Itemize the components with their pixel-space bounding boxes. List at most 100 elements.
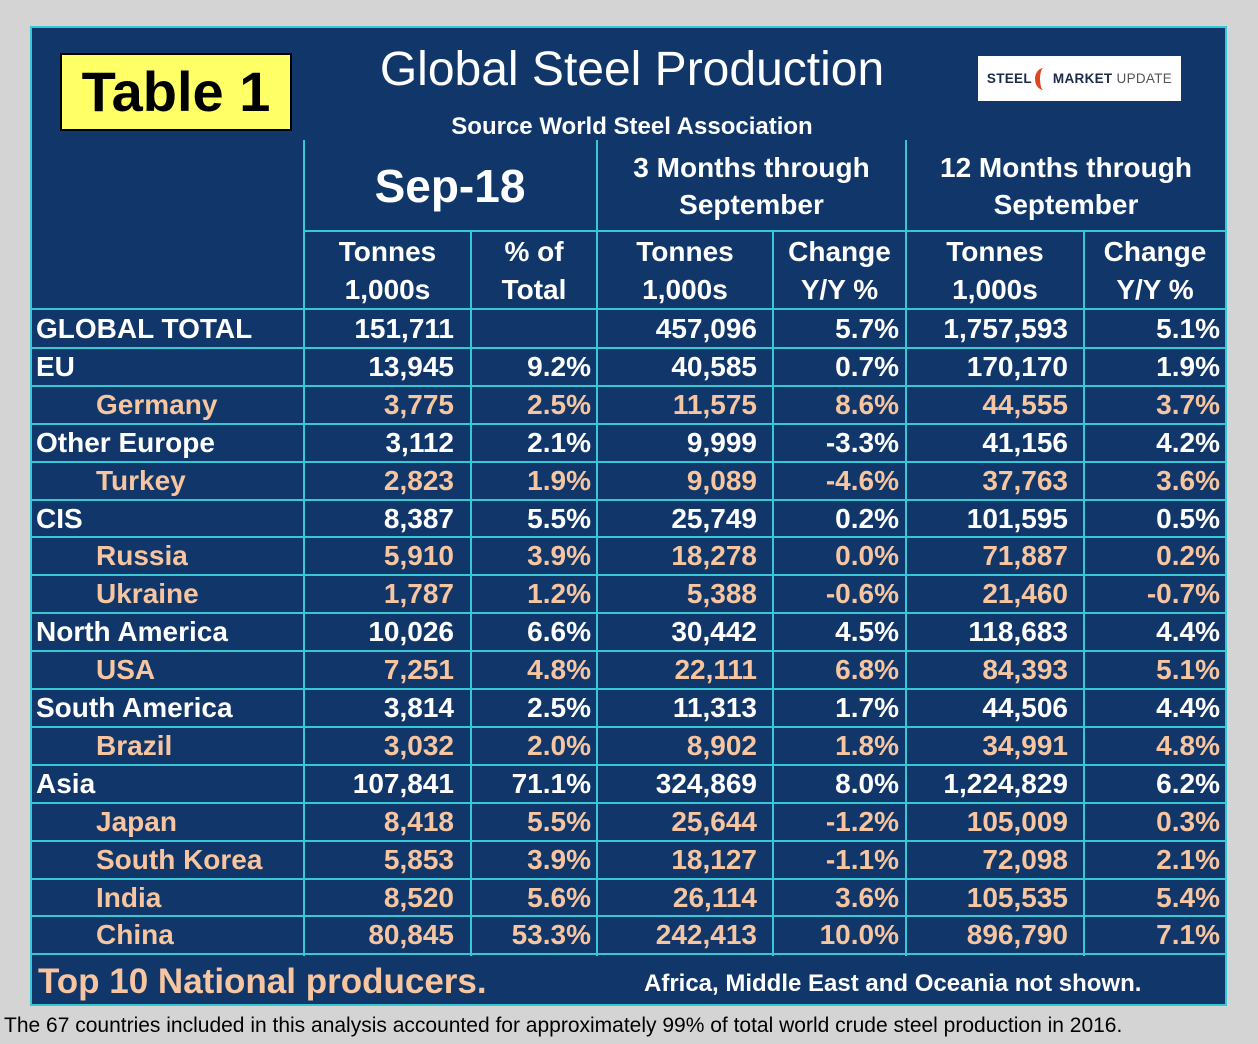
cell-label: USA (96, 654, 156, 686)
cell-m12-tonnes: 44,555 (982, 388, 1068, 420)
cell-m3-change: 1.8% (835, 729, 899, 761)
col-header-3m-change-1: Change (788, 236, 891, 267)
cell-m12-tonnes: 1,224,829 (943, 767, 1068, 799)
table-badge: Table 1 (60, 53, 292, 131)
cell-sep-tonnes: 3,112 (385, 426, 454, 458)
col-header-12m-change-1: Change (1103, 236, 1207, 267)
row-separator (32, 460, 1225, 463)
cell-m12-change: 5.1% (1156, 654, 1220, 686)
cell-m12-tonnes: 105,535 (966, 881, 1068, 913)
cell-sep-pct: 5.5% (527, 502, 591, 534)
cell-m3-tonnes: 5,388 (686, 578, 757, 610)
row-separator (32, 915, 1225, 918)
cell-sep-pct: 9.2% (527, 350, 591, 382)
cell-sep-tonnes: 8,520 (383, 881, 454, 913)
header-3-months-line1: 3 Months through (633, 152, 870, 183)
col-header-12m-tonnes-1: Tonnes (946, 236, 1044, 267)
cell-sep-tonnes: 5,853 (383, 843, 454, 875)
cell-m3-change: 5.7% (835, 313, 899, 344)
cell-sep-tonnes: 3,775 (383, 388, 454, 420)
col-header-sep-tonnes-1: Tonnes (338, 236, 437, 267)
row-separator (32, 763, 1225, 766)
cell-sep-pct: 1.9% (527, 464, 591, 496)
cell-sep-pct: 2.0% (527, 729, 591, 761)
cell-m3-change: -0.6% (825, 578, 899, 610)
cell-label: Japan (96, 805, 177, 837)
cell-m12-tonnes: 84,393 (982, 654, 1068, 686)
cell-m12-change: 0.5% (1156, 502, 1220, 534)
cell-m12-tonnes: 21,460 (982, 578, 1068, 610)
table-row: GLOBAL TOTAL 151,711 457,096 5.7% 1,757,593 5… (32, 310, 1225, 348)
logo-swoosh-icon (1034, 67, 1052, 90)
table-row: South America 3,814 2.5% 11,313 1.7% 44,506 4.… (32, 689, 1225, 727)
table-row: North America 10,026 6.6% 30,442 4.5% 118,683… (32, 613, 1225, 651)
cell-m12-change: 0.2% (1156, 540, 1220, 572)
cell-sep-pct: 2.5% (527, 692, 591, 723)
row-separator (32, 801, 1225, 804)
cell-m12-change: 4.2% (1156, 426, 1220, 458)
cell-m12-tonnes: 896,790 (966, 919, 1068, 951)
cell-m12-change: 4.4% (1156, 616, 1220, 648)
cell-m3-tonnes: 11,313 (672, 692, 757, 723)
cell-m3-tonnes: 457,096 (655, 313, 757, 344)
cell-sep-tonnes: 10,026 (368, 616, 454, 648)
cell-m12-change: 3.6% (1156, 464, 1220, 496)
cell-label: Asia (36, 767, 96, 799)
table-row: Turkey 2,823 1.9% 9,089 -4.6% 37,763 3.6% (32, 462, 1225, 500)
cell-m3-change: 6.8% (835, 654, 899, 686)
cell-m12-change: 4.8% (1156, 729, 1220, 761)
steel-market-update-logo: STEEL MARKET UPDATE (978, 56, 1181, 101)
row-separator (32, 384, 1225, 387)
cell-m3-change: -1.2% (825, 805, 899, 837)
cell-sep-tonnes: 8,418 (383, 805, 454, 837)
row-separator (32, 688, 1225, 690)
cell-m3-change: 8.6% (835, 388, 899, 420)
cell-m12-tonnes: 44,506 (982, 692, 1068, 723)
cell-m12-tonnes: 1,757,593 (943, 313, 1068, 344)
cell-label: CIS (36, 502, 83, 534)
cell-m3-tonnes: 22,111 (674, 654, 757, 686)
grid-vline-12m-change (1083, 232, 1085, 956)
cell-sep-tonnes: 2,823 (383, 464, 454, 496)
cell-sep-tonnes: 151,711 (354, 313, 454, 344)
cell-m12-tonnes: 101,595 (966, 502, 1068, 534)
footer-top-producers: Top 10 National producers. (38, 962, 487, 1001)
cell-m3-tonnes: 30,442 (671, 616, 757, 648)
row-separator (32, 839, 1225, 842)
cell-m3-tonnes: 324,869 (655, 767, 757, 799)
cell-label: Turkey (96, 464, 186, 496)
cell-sep-tonnes: 107,841 (352, 767, 454, 799)
cell-label: Other Europe (36, 426, 215, 458)
col-header-12m-tonnes-2: 1,000s (952, 274, 1038, 305)
cell-sep-pct: 4.8% (527, 654, 591, 686)
col-header-sep-pct-2: Total (501, 274, 567, 305)
cell-m3-tonnes: 18,127 (671, 843, 757, 875)
col-header-3m-tonnes-1: Tonnes (636, 236, 734, 267)
header-sep-18: Sep-18 (374, 160, 526, 212)
cell-sep-tonnes: 3,814 (383, 692, 454, 723)
logo-word-3: UPDATE (1116, 71, 1173, 86)
table-row: CIS 8,387 5.5% 25,749 0.2% 101,595 0.5% (32, 500, 1225, 538)
cell-m3-change: 10.0% (819, 919, 899, 951)
logo-word-2: MARKET (1052, 71, 1113, 86)
table-row: India 8,520 5.6% 26,114 3.6% 105,535 5.4% (32, 879, 1225, 917)
cell-m12-change: 4.4% (1156, 692, 1220, 723)
cell-m12-tonnes: 71,887 (982, 540, 1068, 572)
cell-label: Brazil (96, 729, 173, 761)
cell-m3-change: 1.7% (835, 692, 899, 723)
grid-hline-group (303, 230, 1225, 232)
cell-m3-change: -4.6% (825, 464, 899, 496)
table-panel: Table 1 Global Steel Production Source W… (30, 26, 1227, 1006)
cell-sep-tonnes: 13,945 (368, 350, 454, 382)
table-row: South Korea 5,853 3.9% 18,127 -1.1% 72,098 2.1… (32, 841, 1225, 879)
cell-m3-change: 3.6% (835, 881, 899, 913)
grid-hline-header (32, 308, 1225, 310)
cell-m12-change: 5.4% (1156, 881, 1220, 913)
grid-vline-3m-change (772, 232, 774, 956)
row-separator (32, 422, 1225, 425)
cell-m3-change: -1.1% (825, 843, 899, 875)
cell-m12-change: -0.7% (1146, 578, 1220, 610)
table-row: Japan 8,418 5.5% 25,644 -1.2% 105,009 0.3% (32, 803, 1225, 841)
cell-sep-pct: 3.9% (527, 843, 591, 875)
grid-vline-3m (596, 140, 598, 956)
